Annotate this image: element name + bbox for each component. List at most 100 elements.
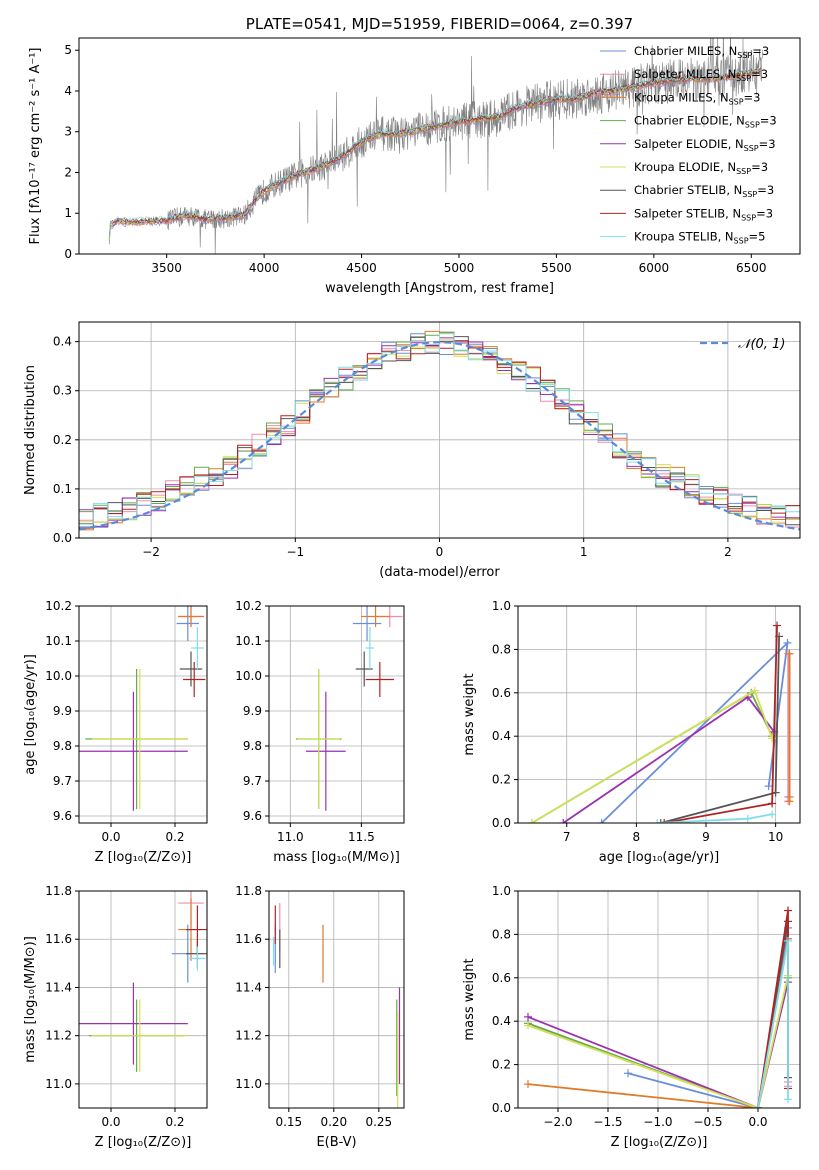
- x-tick-label: 5000: [444, 261, 475, 275]
- y-tick-label: 0.2: [492, 1058, 511, 1072]
- x-tick-label: −0.5: [693, 1115, 722, 1129]
- legend-sub: SSP: [742, 190, 757, 199]
- x-axis-label: Z [log₁₀(Z/Z⊙)]: [611, 1135, 708, 1150]
- x-tick-label: −1: [286, 545, 304, 559]
- y-tick-label: 0.8: [492, 927, 511, 941]
- x-tick-label: 0.0: [748, 1115, 767, 1129]
- legend-label: Salpeter ELODIE, N: [634, 137, 744, 151]
- axes-frame: [78, 37, 801, 255]
- legend-sub: SSP: [729, 97, 744, 106]
- y-tick-label: 1: [64, 206, 72, 220]
- x-tick-label: 3500: [151, 261, 182, 275]
- y-tick-label: 0.0: [53, 531, 72, 545]
- plot-area: [527, 621, 794, 823]
- plot-area: [272, 903, 401, 1108]
- legend-suffix: =3: [752, 44, 769, 58]
- x-tick-label: 5500: [541, 261, 572, 275]
- y-axis-label: mass [log₁₀(M/M⊙)]: [23, 936, 38, 1063]
- y-tick-label: 0.6: [492, 686, 511, 700]
- legend-suffix: =3: [751, 67, 768, 81]
- weight-series-salpeter_stelib: [660, 621, 782, 823]
- y-tick-label: 0.6: [492, 971, 511, 985]
- plot-area: [79, 891, 207, 1072]
- weight-series-kroupa_stelib: [653, 810, 777, 823]
- weight-series-salpeter_elodie: [559, 693, 779, 823]
- x-axis-label: Z [log₁₀(Z/Z⊙)]: [95, 1135, 192, 1150]
- legend-label: Salpeter STELIB, N: [634, 206, 741, 220]
- panel-residuals: −2 −1 0 1 2 0.0 0.1 0.2 0.3 0.4 (data-model)/error…: [23, 321, 801, 580]
- y-tick-label: 9.9: [53, 704, 72, 718]
- y-axis-label: mass weight: [462, 673, 477, 755]
- legend-suffix: =3: [751, 160, 768, 174]
- legend-label: Kroupa ELODIE, N: [634, 160, 736, 174]
- y-tick-label: 4: [64, 84, 72, 98]
- errorbar-kroupa_stelib: [191, 627, 204, 669]
- y-tick-label: 3: [64, 125, 72, 139]
- errorbar-salpeter_stelib: [186, 905, 207, 954]
- y-tick-label: 11.2: [45, 1029, 72, 1043]
- x-tick-label: −2: [142, 545, 160, 559]
- axes-frame: [268, 890, 405, 1109]
- plot-area: [524, 906, 792, 1108]
- errorbar-salpeter_elodie: [305, 691, 346, 811]
- x-tick-label: 9: [702, 830, 710, 844]
- legend-sub: SSP: [741, 213, 756, 222]
- weight-series-chabrier_stelib: [656, 632, 784, 823]
- y-tick-label: 2: [64, 165, 72, 179]
- legend-suffix: =3: [744, 90, 761, 104]
- y-tick-label: 9.6: [243, 809, 262, 823]
- y-tick-label: 0.4: [492, 729, 511, 743]
- panel-age_vs_mass: 11.0 11.5 9.6 9.7 9.8 9.9 10.0 10.1 10.2 mass [lo…: [235, 599, 405, 865]
- legend-label: Chabrier STELIB, N: [634, 183, 742, 197]
- plot-area: [79, 606, 206, 811]
- errorbar-kroupa_elodie: [91, 999, 188, 1072]
- y-tick-label: 11.4: [45, 980, 72, 994]
- y-tick-label: 0.4: [53, 335, 72, 349]
- y-tick-label: 0.2: [492, 773, 511, 787]
- model-spectrum-kroupa_miles: [108, 71, 761, 241]
- legend-entry: Chabrier MILES, NSSP=3: [634, 44, 769, 60]
- x-axis-label: wavelength [Angstrom, rest frame]: [325, 281, 554, 296]
- axes-frame: [517, 890, 801, 1109]
- x-axis-label: mass [log₁₀(M/M⊙)]: [273, 850, 400, 865]
- x-tick-label: −1.5: [593, 1115, 622, 1129]
- y-tick-label: 11.2: [235, 1029, 262, 1043]
- plot-area: [296, 606, 403, 811]
- errorbar-chabrier_miles: [176, 606, 199, 641]
- legend-label: Kroupa STELIB, N: [634, 230, 734, 244]
- x-tick-label: 1: [580, 545, 588, 559]
- legend-suffix: =3: [760, 114, 777, 128]
- legend-entry: 𝒩(0, 1): [738, 337, 785, 352]
- legend-sub: SSP: [745, 121, 760, 130]
- errorbar-salpeter_elodie: [79, 691, 188, 811]
- x-tick-label: 0.2: [165, 1115, 184, 1129]
- errorbar-chabrier_miles: [352, 606, 382, 641]
- panel-age_vs_Z: 0.0 0.2 9.6 9.7 9.8 9.9 10.0 10.1 10.2 Z [log₁₀(Z…: [23, 599, 208, 865]
- x-tick-label: 10: [768, 830, 783, 844]
- y-tick-label: 10.2: [45, 599, 72, 613]
- errorbar-kroupa_stelib: [365, 627, 375, 669]
- model-spectrum-chabrier_stelib: [108, 68, 761, 238]
- y-tick-label: 9.6: [53, 809, 72, 823]
- weight-series-chabrier_elodie: [527, 688, 777, 823]
- y-tick-label: 1.0: [492, 599, 511, 613]
- x-tick-label: 6500: [736, 261, 767, 275]
- y-tick-label: 10.1: [235, 634, 262, 648]
- legend-label: Chabrier ELODIE, N: [634, 114, 745, 128]
- model-spectrum-salpeter_stelib: [108, 67, 761, 238]
- y-tick-label: 9.7: [243, 774, 262, 788]
- legend-sub: SSP: [736, 167, 751, 176]
- y-tick-label: 11.8: [235, 884, 262, 898]
- y-tick-label: 0.1: [53, 482, 72, 496]
- legend-entry: Salpeter MILES, NSSP=3: [634, 67, 768, 83]
- legend-entry: Chabrier STELIB, NSSP=3: [634, 183, 774, 199]
- plot-area: [108, 38, 763, 254]
- weight-series-kroupa_stelib: [754, 936, 792, 1108]
- y-tick-label: 1.0: [492, 884, 511, 898]
- legend-label: Kroupa MILES, N: [634, 90, 729, 104]
- y-tick-label: 9.9: [243, 704, 262, 718]
- x-tick-label: 0.25: [365, 1115, 392, 1129]
- errorbar-salpeter_elodie: [79, 982, 188, 1065]
- y-tick-label: 11.0: [45, 1077, 72, 1091]
- panel-spectrum: 3500 4000 4500 5000 5500 6000 6500 0 1 2 3 4 5 wavele…: [28, 15, 801, 296]
